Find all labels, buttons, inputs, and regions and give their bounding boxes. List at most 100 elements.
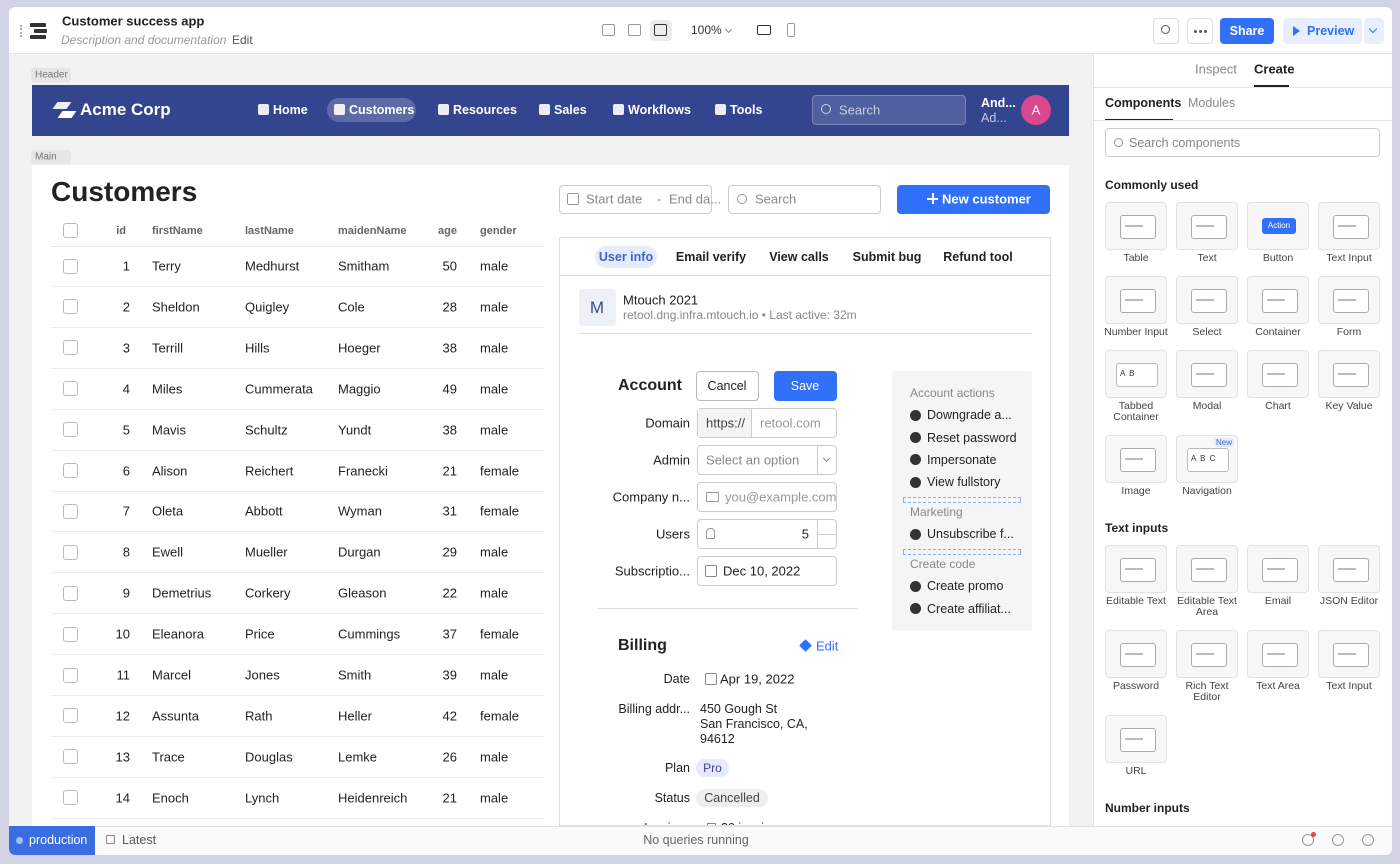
input[interactable] (697, 519, 837, 549)
row-checkbox[interactable] (63, 749, 78, 765)
row-checkbox[interactable] (63, 422, 78, 438)
layout-toggle[interactable] (628, 24, 641, 36)
edit-link[interactable]: Edit (816, 638, 839, 654)
tab[interactable]: User info (598, 250, 654, 264)
nav-item[interactable]: Sales (554, 103, 587, 117)
component[interactable]: Rich Text Editor (1176, 630, 1238, 703)
component[interactable]: Text (1176, 202, 1238, 264)
panel-tab[interactable]: Inspect (1195, 61, 1237, 77)
input[interactable] (697, 482, 837, 512)
component[interactable]: Text Input (1318, 630, 1380, 703)
cell: male (480, 422, 509, 438)
input[interactable] (697, 556, 837, 586)
row-checkbox[interactable] (63, 667, 78, 683)
component[interactable]: Editable Text Area (1176, 545, 1238, 618)
date-separator: - (657, 191, 662, 207)
desktop-toggle[interactable] (757, 25, 771, 35)
tab[interactable]: View calls (769, 250, 829, 264)
action-item[interactable]: View fullstory (927, 475, 1001, 490)
panel-subtab[interactable]: Components (1105, 96, 1182, 110)
component[interactable]: Text Input (1318, 202, 1380, 264)
component[interactable]: Container (1247, 276, 1309, 338)
search-button[interactable] (1153, 18, 1179, 44)
share-button[interactable]: Share (1220, 18, 1274, 44)
input[interactable] (697, 408, 837, 438)
row-checkbox[interactable] (63, 708, 78, 724)
action-item[interactable]: Reset password (927, 430, 1017, 445)
row-checkbox[interactable] (63, 503, 78, 519)
status-icon[interactable] (1302, 834, 1314, 846)
action-item[interactable]: Impersonate (927, 452, 997, 467)
mobile-toggle[interactable] (787, 23, 795, 37)
row-checkbox[interactable] (63, 340, 78, 356)
nav-item[interactable]: Resources (453, 103, 517, 117)
nav-item[interactable]: Home (273, 103, 308, 117)
layout-toggle[interactable] (654, 24, 667, 36)
action-item[interactable]: Unsubscribe f... (927, 527, 1014, 542)
component[interactable]: Editable Text (1105, 545, 1167, 618)
nav-icon (613, 104, 624, 115)
app-description: Description and documentation (61, 33, 227, 47)
nav-item[interactable]: Customers (349, 103, 415, 117)
nav-item[interactable]: Workflows (628, 103, 691, 117)
component[interactable]: Action Button (1247, 202, 1309, 264)
new-customer-button[interactable] (897, 185, 1050, 214)
component[interactable]: Select (1176, 276, 1238, 338)
row-checkbox[interactable] (63, 626, 78, 642)
component[interactable]: A B C New Navigation (1176, 435, 1238, 497)
layout-toggle[interactable] (602, 24, 615, 36)
tile-label: Modal (1192, 400, 1222, 412)
preview-menu[interactable] (1364, 18, 1384, 44)
zoom-level[interactable]: 100% (691, 23, 722, 37)
component[interactable]: Key Value (1318, 350, 1380, 423)
table-search[interactable] (728, 185, 881, 214)
row-checkbox[interactable] (63, 790, 78, 806)
component[interactable]: Text Area (1247, 630, 1309, 703)
input[interactable] (697, 445, 837, 475)
row-checkbox[interactable] (63, 299, 78, 315)
cell: male (480, 544, 509, 560)
action-item[interactable]: Create affiliat... (927, 601, 1011, 616)
row-checkbox[interactable] (63, 463, 78, 478)
row-checkbox[interactable] (63, 381, 78, 397)
component[interactable]: Modal (1176, 350, 1238, 423)
row-checkbox[interactable] (63, 544, 78, 560)
action-item[interactable]: Create promo (927, 579, 1004, 594)
avatar[interactable] (1021, 95, 1051, 125)
preview-button[interactable]: Preview (1283, 18, 1362, 44)
component[interactable]: Table (1105, 202, 1167, 264)
row-checkbox[interactable] (63, 585, 78, 601)
edit-link[interactable]: Edit (232, 33, 253, 47)
tab[interactable]: Refund tool (943, 250, 1013, 264)
component-tile (1247, 630, 1309, 678)
cell: 2 (122, 299, 130, 315)
more-button[interactable] (1187, 18, 1213, 44)
component-search[interactable] (1105, 128, 1380, 157)
status-icon[interactable] (1332, 834, 1344, 846)
component[interactable]: A B Tabbed Container (1105, 350, 1167, 423)
component[interactable]: URL (1105, 715, 1167, 777)
action-item[interactable]: Downgrade a... (927, 408, 1012, 423)
component[interactable]: JSON Editor (1318, 545, 1380, 618)
version[interactable]: Latest (122, 833, 157, 847)
save-button[interactable] (774, 371, 837, 401)
panel-subtab[interactable]: Modules (1188, 96, 1236, 110)
row-checkbox[interactable] (63, 258, 78, 274)
tab[interactable]: Email verify (675, 250, 747, 264)
icon-line (1338, 653, 1356, 655)
cancel-button[interactable] (696, 371, 759, 401)
component[interactable]: Chart (1247, 350, 1309, 423)
component[interactable]: Form (1318, 276, 1380, 338)
date-range[interactable] (559, 185, 712, 214)
checkbox[interactable] (63, 223, 78, 238)
environment-chip[interactable] (9, 826, 95, 855)
component[interactable]: Email (1247, 545, 1309, 618)
nav-search[interactable] (812, 95, 966, 125)
status-icon[interactable] (1362, 834, 1374, 846)
component[interactable]: Image (1105, 435, 1167, 497)
nav-item[interactable]: Tools (730, 103, 763, 117)
tab[interactable]: Submit bug (852, 250, 922, 264)
component[interactable]: Number Input (1105, 276, 1168, 338)
component[interactable]: Password (1105, 630, 1167, 703)
panel-tab[interactable]: Create (1254, 61, 1295, 77)
